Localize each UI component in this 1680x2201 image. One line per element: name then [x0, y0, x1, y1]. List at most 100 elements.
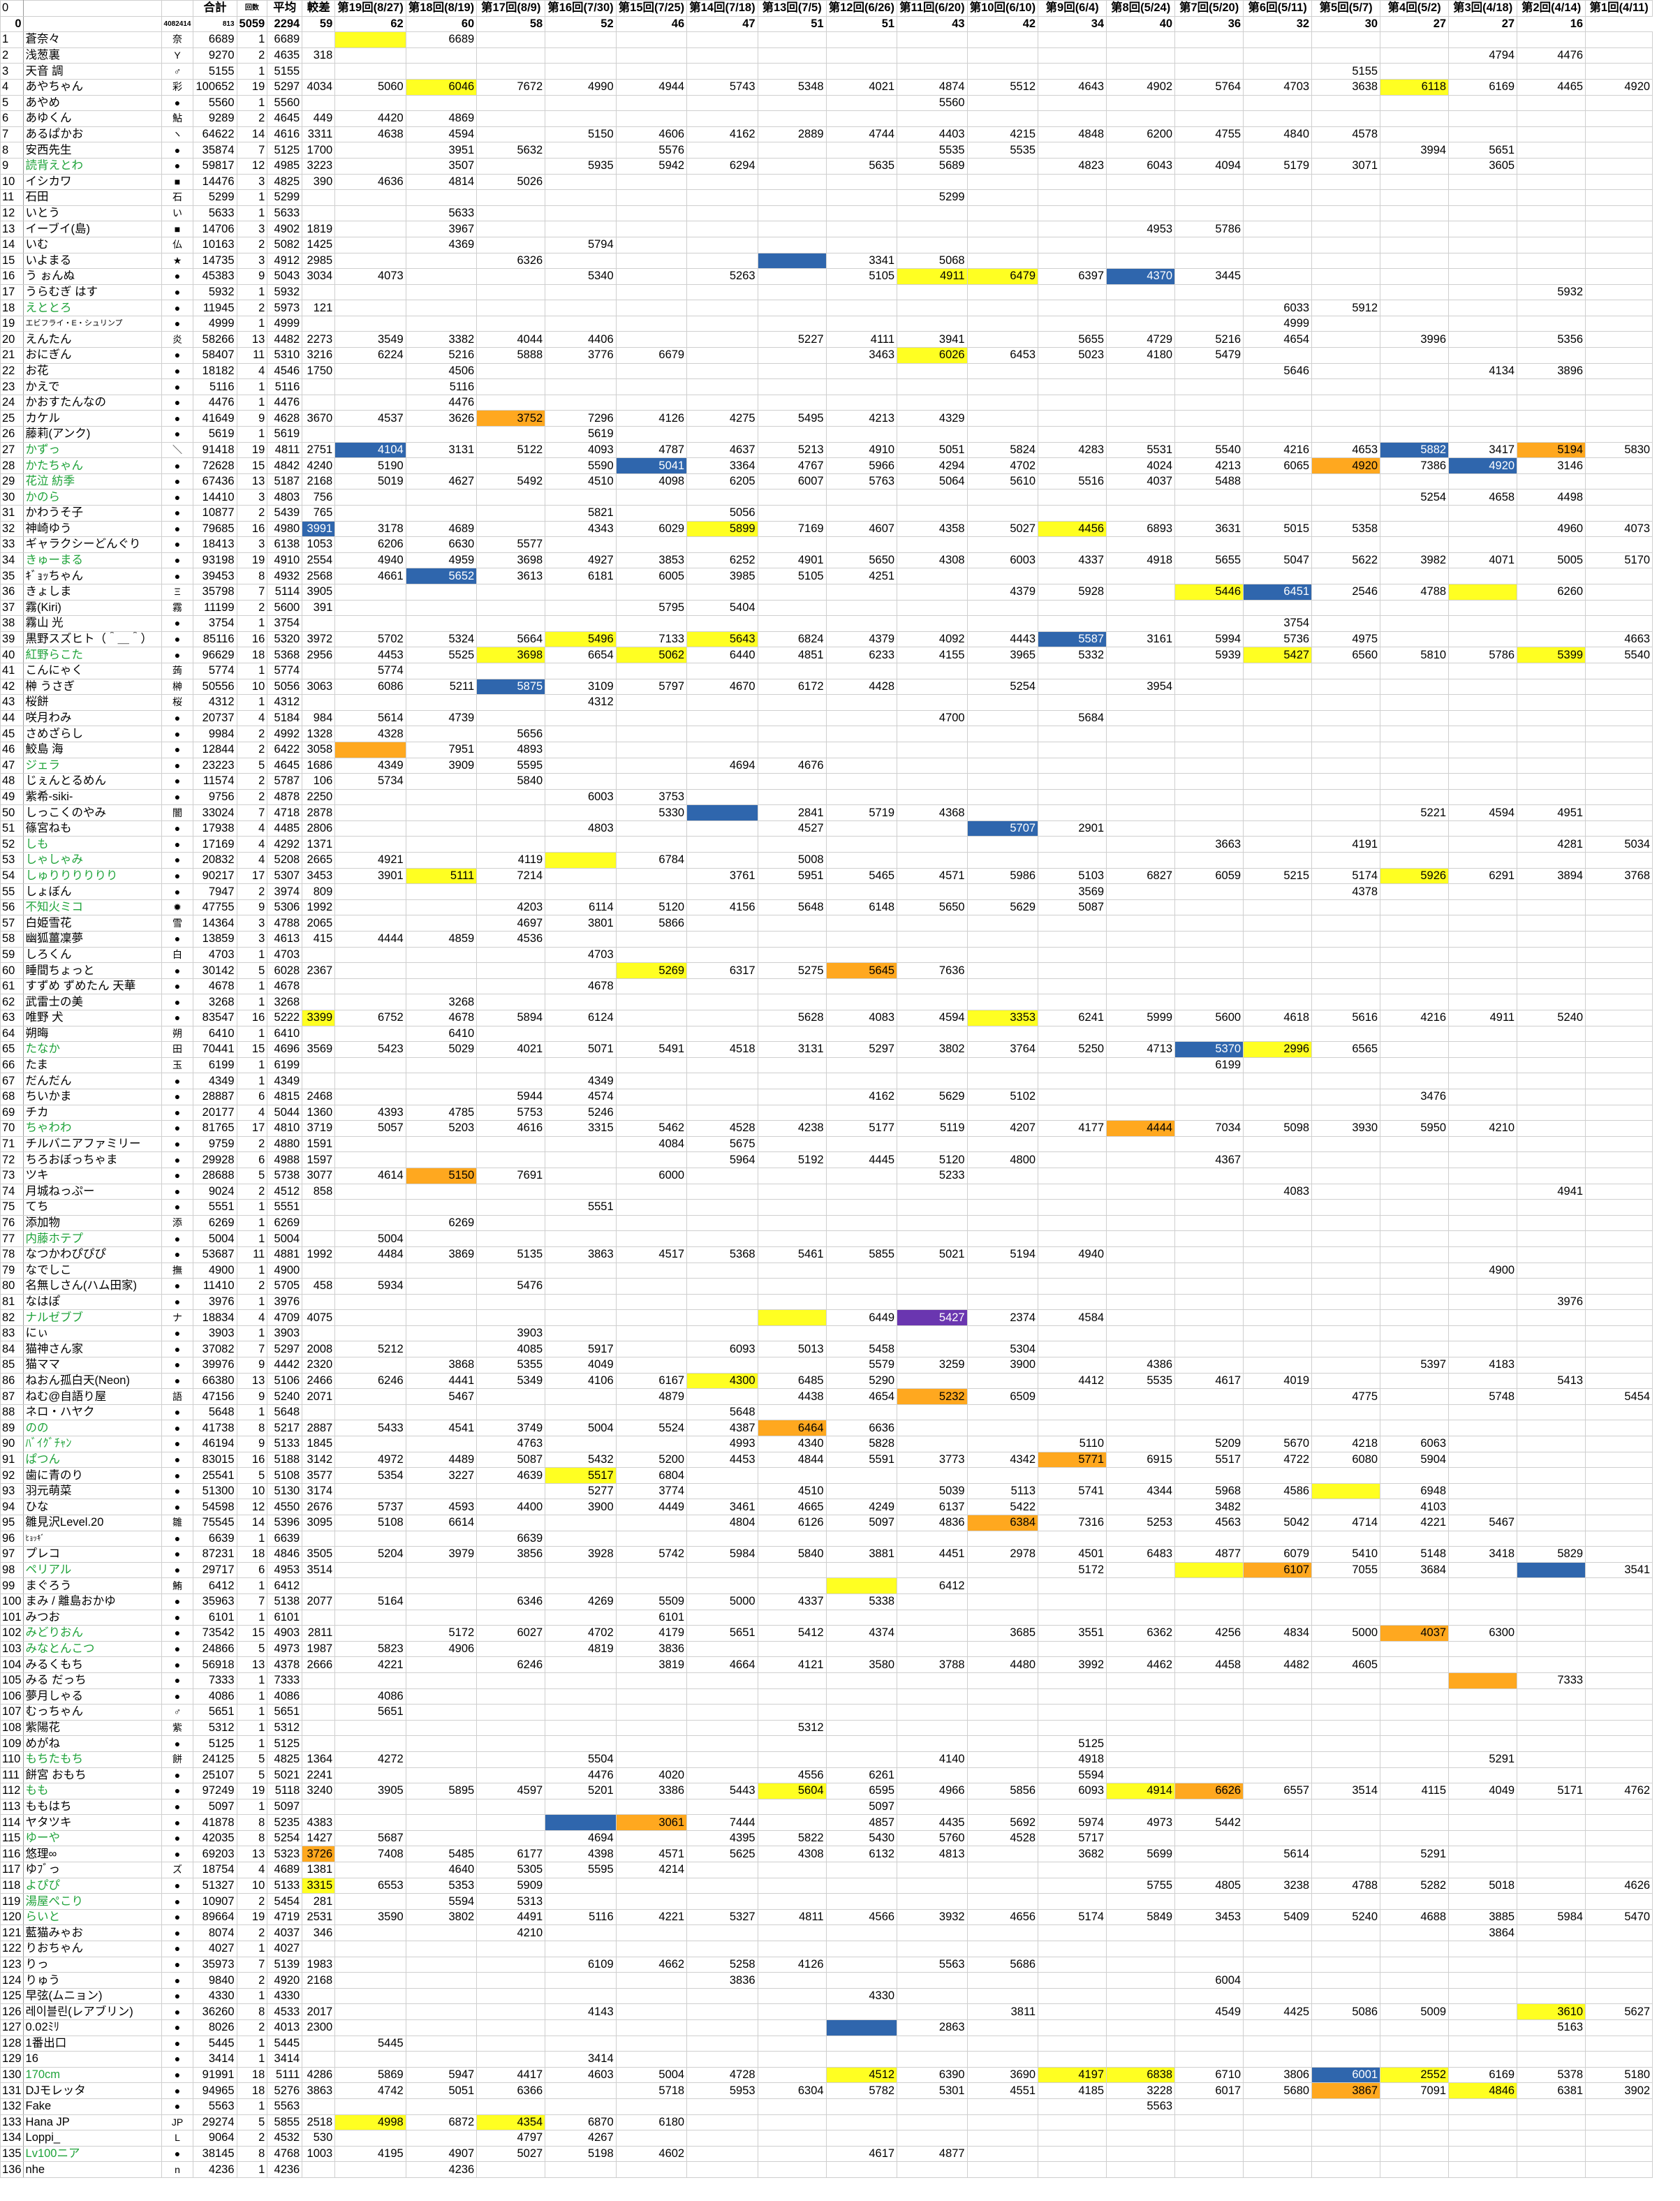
score-cell[interactable] — [1585, 1830, 1653, 1847]
score-cell[interactable]: 5125 — [267, 142, 303, 159]
score-cell[interactable]: 3863 — [302, 2082, 336, 2099]
score-cell[interactable] — [1380, 1325, 1450, 1342]
score-cell[interactable] — [1585, 362, 1653, 380]
player-name[interactable]: チルバニアファミリー — [22, 1135, 162, 1153]
player-icon[interactable]: 炎 — [161, 331, 194, 348]
score-cell[interactable]: 4395 — [686, 1830, 758, 1847]
score-cell[interactable]: 4626 — [1585, 1877, 1653, 1894]
score-cell[interactable]: 5110 — [1038, 1436, 1107, 1452]
player-name[interactable]: のの — [22, 1420, 162, 1437]
score-cell[interactable] — [1380, 2035, 1450, 2052]
score-cell[interactable]: 5422 — [966, 1499, 1039, 1515]
score-cell[interactable] — [757, 2161, 827, 2178]
score-cell[interactable]: 6464 — [757, 1420, 827, 1437]
score-cell[interactable]: 4517 — [615, 1246, 688, 1263]
score-cell[interactable]: 6560 — [1311, 647, 1381, 663]
player-icon[interactable]: ● — [161, 1499, 194, 1515]
score-cell[interactable] — [1380, 1609, 1450, 1626]
score-cell[interactable]: 6870 — [545, 2114, 617, 2131]
score-cell[interactable] — [302, 1941, 336, 1957]
score-cell[interactable]: 6065 — [1243, 457, 1313, 474]
score-cell[interactable] — [1585, 347, 1653, 364]
score-cell[interactable]: 5461 — [757, 1246, 827, 1263]
score-cell[interactable]: 39453 — [193, 568, 237, 584]
score-cell[interactable] — [1311, 1057, 1381, 1074]
score-cell[interactable]: 3819 — [615, 1656, 688, 1673]
score-cell[interactable] — [686, 1767, 758, 1784]
score-cell[interactable]: 5652 — [405, 568, 478, 584]
score-cell[interactable] — [966, 1167, 1039, 1184]
score-cell[interactable]: 6005 — [615, 568, 688, 584]
score-cell[interactable] — [1106, 505, 1176, 522]
score-cell[interactable] — [1448, 1830, 1518, 1847]
score-cell[interactable] — [686, 1325, 758, 1342]
score-cell[interactable]: 3476 — [1380, 1088, 1450, 1105]
score-cell[interactable] — [1380, 126, 1450, 143]
score-cell[interactable]: 1 — [236, 1073, 268, 1089]
score-cell[interactable]: 9 — [236, 410, 268, 427]
score-cell[interactable] — [615, 2019, 688, 2036]
score-cell[interactable]: 1 — [236, 1672, 268, 1689]
score-cell[interactable]: 4900 — [267, 1262, 303, 1279]
score-cell[interactable] — [1585, 1073, 1653, 1089]
score-cell[interactable] — [686, 1735, 758, 1752]
score-cell[interactable]: 4180 — [1106, 347, 1176, 364]
score-cell[interactable]: 4546 — [267, 362, 303, 380]
score-cell[interactable] — [966, 1420, 1039, 1437]
score-cell[interactable]: 7 — [236, 1956, 268, 1973]
score-cell[interactable]: 5307 — [267, 867, 303, 885]
score-cell[interactable]: 3802 — [405, 1908, 478, 1926]
row-number[interactable]: 102 — [0, 1625, 24, 1642]
score-cell[interactable]: 4617 — [1174, 1372, 1244, 1390]
score-cell[interactable]: 11945 — [193, 300, 237, 316]
score-cell[interactable]: 2887 — [302, 1420, 336, 1437]
score-cell[interactable] — [1380, 520, 1450, 538]
score-cell[interactable] — [966, 741, 1039, 758]
score-cell[interactable]: 5356 — [1517, 331, 1586, 348]
row-number[interactable]: 92 — [0, 1467, 24, 1484]
score-cell[interactable]: 1381 — [302, 1862, 336, 1878]
score-cell[interactable]: 5622 — [1311, 552, 1381, 569]
score-cell[interactable] — [686, 315, 758, 332]
score-cell[interactable]: 5787 — [267, 773, 303, 790]
score-cell[interactable]: 5551 — [267, 1199, 303, 1216]
score-cell[interactable]: 4670 — [686, 678, 758, 695]
score-cell[interactable] — [1106, 1751, 1176, 1768]
score-cell[interactable] — [686, 1167, 758, 1184]
score-cell[interactable]: 5953 — [686, 2082, 758, 2099]
score-cell[interactable]: 16 — [236, 1010, 268, 1026]
score-cell[interactable] — [825, 1704, 898, 1721]
score-cell[interactable] — [1106, 709, 1176, 727]
score-cell[interactable] — [1106, 1135, 1176, 1153]
score-cell[interactable]: 5563 — [193, 2098, 237, 2115]
score-cell[interactable] — [1174, 994, 1244, 1010]
player-icon[interactable]: 奈 — [161, 31, 194, 48]
score-cell[interactable] — [966, 205, 1039, 222]
score-cell[interactable] — [1517, 615, 1586, 632]
score-cell[interactable]: 5655 — [1174, 552, 1244, 569]
row-number[interactable]: 6 — [0, 110, 24, 127]
score-cell[interactable]: 5535 — [1106, 1372, 1176, 1390]
score-cell[interactable]: 2666 — [302, 1656, 336, 1673]
score-cell[interactable]: 6026 — [897, 347, 968, 364]
player-icon[interactable]: ● — [161, 394, 194, 411]
score-cell[interactable]: 6246 — [334, 1372, 406, 1390]
score-cell[interactable] — [757, 2145, 827, 2163]
score-cell[interactable] — [966, 378, 1039, 395]
score-cell[interactable]: 5013 — [757, 1341, 827, 1358]
score-cell[interactable] — [1448, 410, 1518, 427]
score-cell[interactable] — [476, 2161, 546, 2178]
score-cell[interactable] — [476, 94, 546, 112]
score-cell[interactable]: 5446 — [1174, 583, 1244, 601]
score-cell[interactable]: 4512 — [267, 1183, 303, 1200]
score-cell[interactable]: 4973 — [1106, 1814, 1176, 1831]
score-cell[interactable]: 5192 — [757, 1151, 827, 1168]
score-cell[interactable] — [476, 788, 546, 806]
score-cell[interactable] — [966, 1214, 1039, 1232]
score-cell[interactable] — [1106, 1499, 1176, 1515]
row-number[interactable]: 45 — [0, 726, 24, 742]
score-cell[interactable] — [405, 2130, 478, 2147]
score-cell[interactable]: 5656 — [476, 726, 546, 742]
score-cell[interactable] — [757, 394, 827, 411]
score-cell[interactable]: 5479 — [1174, 347, 1244, 364]
